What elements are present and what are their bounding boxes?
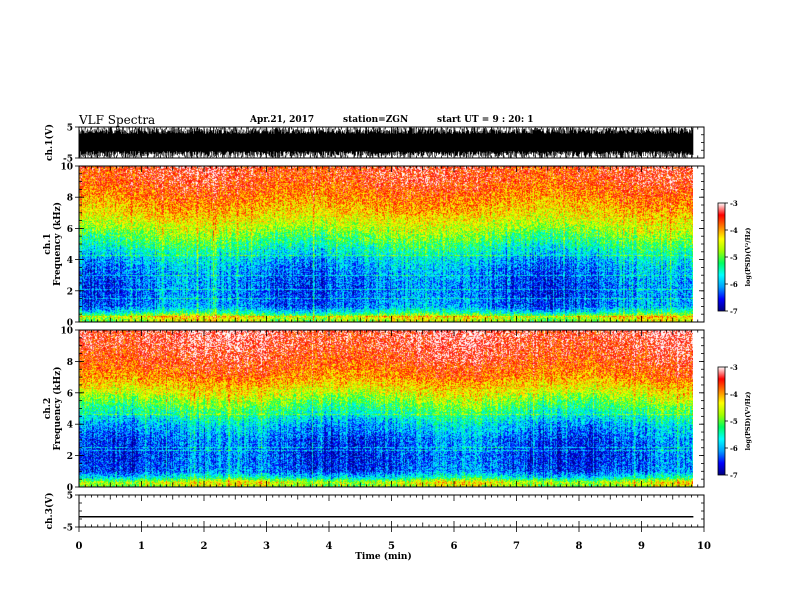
ch1-colorbar-tick-label: -7 bbox=[730, 307, 738, 316]
ch1-colorbar-tick-label: -6 bbox=[730, 280, 738, 289]
ch2-colorbar-tick-label: -7 bbox=[730, 471, 738, 480]
ch1-spectrogram-y-tick-label: 0 bbox=[67, 319, 73, 329]
figure-title: VLF Spectra bbox=[79, 113, 156, 127]
ch2-spectrogram-y-tick-label: 2 bbox=[67, 452, 73, 462]
ch1-colorbar-label: log(PSD)(V²/Hz) bbox=[744, 228, 752, 287]
ch1-spectrogram-y-axis-label: Frequency (kHz) bbox=[52, 202, 63, 286]
start-time-label: start UT = 9 : 20: 1 bbox=[437, 115, 534, 125]
x-tick-label: 0 bbox=[76, 541, 83, 552]
ch2-colorbar-label: log(PSD)(V²/Hz) bbox=[744, 392, 752, 451]
x-tick-label: 3 bbox=[263, 541, 270, 552]
ch3-waveform-y-axis-label: ch.3(V) bbox=[44, 493, 55, 530]
date-label: Apr.21, 2017 bbox=[250, 115, 315, 125]
ch1-colorbar-tick-label: -5 bbox=[730, 253, 738, 262]
ch1-colorbar bbox=[717, 202, 726, 312]
ch2-spectrogram-y-tick-label: 4 bbox=[67, 421, 73, 431]
x-tick-label: 5 bbox=[388, 541, 395, 552]
ch2-spectrogram-y-axis-label: Frequency (kHz) bbox=[52, 366, 63, 450]
x-tick-label: 7 bbox=[513, 541, 520, 552]
x-tick-label: 8 bbox=[576, 541, 583, 552]
ch1-waveform-y-axis-label: ch.1(V) bbox=[44, 124, 55, 161]
ch1-colorbar-tick-label: -4 bbox=[730, 226, 738, 235]
ch2-colorbar-tick-label: -5 bbox=[730, 417, 738, 426]
ch2-spectrogram-y-tick-label: 6 bbox=[67, 389, 73, 399]
ch2-spectrogram-y-tick-label: 10 bbox=[60, 327, 73, 337]
ch2-spectrogram-y-tick-label: 8 bbox=[67, 358, 73, 368]
ch3-waveform-y-tick-label: -5 bbox=[63, 524, 73, 534]
x-tick-label: 9 bbox=[638, 541, 645, 552]
ch2-spectrogram-y-tick-label: 0 bbox=[67, 484, 73, 494]
ch1-spectrogram-y-tick-label: 10 bbox=[60, 163, 73, 173]
ch1-spectrogram-y-tick-label: 2 bbox=[67, 287, 73, 297]
x-tick-label: 10 bbox=[697, 541, 711, 552]
ch3-waveform-y-tick-label: 5 bbox=[67, 492, 73, 502]
x-tick-label: 6 bbox=[451, 541, 458, 552]
x-axis-label: Time (min) bbox=[355, 551, 412, 562]
x-tick-label: 1 bbox=[138, 541, 145, 552]
ch1-spectrogram-y-tick-label: 8 bbox=[67, 194, 73, 204]
ch1-waveform-trace bbox=[78, 127, 694, 158]
x-tick-label: 4 bbox=[326, 541, 333, 552]
station-label: station=ZGN bbox=[343, 115, 409, 125]
ch1-waveform-y-tick-label: -5 bbox=[63, 155, 73, 165]
ch1-spectrogram-y-tick-label: 4 bbox=[67, 256, 73, 266]
x-tick-label: 2 bbox=[201, 541, 208, 552]
ch2-spectrogram-image bbox=[79, 330, 693, 487]
ch2-colorbar-tick-label: -6 bbox=[730, 444, 738, 453]
ch1-spectrogram-image bbox=[79, 166, 693, 322]
ch2-colorbar-tick-label: -4 bbox=[730, 390, 738, 399]
ch1-spectrogram-y-tick-label: 6 bbox=[67, 225, 73, 235]
ch1-spectrogram-y-axis-label: ch.1 bbox=[43, 233, 53, 254]
ch1-waveform-y-tick-label: 5 bbox=[67, 124, 73, 134]
ch2-colorbar-tick-label: -3 bbox=[730, 363, 738, 372]
ch2-colorbar bbox=[717, 366, 726, 476]
ch1-colorbar-tick-label: -3 bbox=[730, 199, 738, 208]
ch2-spectrogram-y-axis-label: ch.2 bbox=[43, 398, 53, 419]
